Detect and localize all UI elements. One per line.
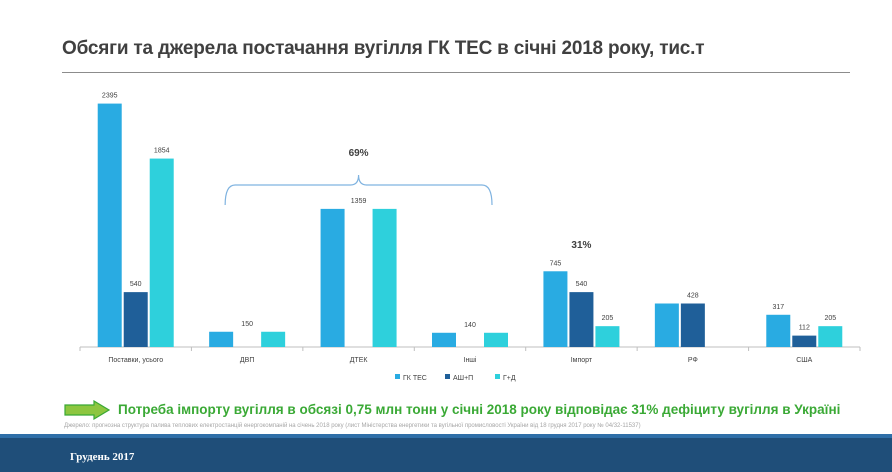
bar-АШ+П	[792, 335, 817, 347]
bar-Г+Д	[149, 158, 174, 347]
share-annotation: 31%	[571, 240, 591, 251]
x-tick-label: Інші	[464, 356, 477, 364]
bar-Г+Д	[595, 326, 620, 347]
title-divider	[62, 72, 850, 73]
bar-chart: Поставки, усього ДВП ДТЕК Інші Імпорт РФ США 23…	[79, 93, 861, 382]
data-label: 540	[576, 281, 588, 288]
bracket	[224, 174, 493, 206]
bar-Г+Д	[484, 332, 508, 347]
bar-ГК ТЕС	[97, 103, 122, 347]
conclusion-note: Потреба імпорту вугілля в обсязі 0,75 мл…	[118, 402, 841, 417]
data-label: 317	[772, 304, 784, 311]
share-annotation: 69%	[349, 148, 369, 159]
x-tick-label: Імпорт	[571, 357, 593, 364]
footer-bar: Грудень 2017	[0, 438, 892, 472]
data-label: 112	[799, 325, 810, 332]
data-label: 150	[241, 321, 253, 328]
bar-ГК ТЕС	[766, 314, 791, 347]
data-label: 745	[550, 260, 562, 267]
bar-АШ+П	[680, 303, 705, 347]
bar-ГК ТЕС	[209, 331, 234, 347]
x-tick-label: ДТЕК	[350, 357, 369, 364]
source-note: Джерело: прогнозна структура палива тепл…	[64, 423, 641, 429]
bar-АШ+П	[123, 292, 148, 347]
data-label: 140	[464, 322, 476, 329]
legend-swatch	[445, 374, 450, 379]
bar-ГК ТЕС	[543, 271, 568, 347]
data-label: 205	[602, 315, 614, 322]
page-title: Обсяги та джерела постачання вугілля ГК …	[62, 38, 705, 59]
legend-swatch	[395, 374, 400, 379]
bar-Г+Д	[372, 208, 397, 347]
legend-label: АШ+П	[453, 375, 473, 382]
bar-ГК ТЕС	[320, 208, 345, 347]
x-tick-label: РФ	[688, 357, 698, 364]
data-label: 2395	[102, 93, 118, 100]
green-arrow-icon	[64, 400, 110, 420]
legend-label: Г+Д	[503, 375, 516, 382]
bar-ГК ТЕС	[654, 303, 679, 347]
footer-accent-bar	[0, 434, 892, 438]
legend-swatch	[495, 374, 500, 379]
x-tick-label: Поставки, усього	[108, 357, 163, 364]
x-tick-label: ДВП	[240, 357, 254, 364]
data-label: 1359	[351, 198, 367, 205]
legend-label: ГК ТЕС	[403, 375, 427, 382]
bar-Г+Д	[261, 331, 286, 347]
data-label: 205	[824, 315, 836, 322]
footer-date: Грудень 2017	[70, 451, 135, 463]
bar-ГК ТЕС	[432, 332, 456, 347]
bar-Г+Д	[818, 326, 843, 347]
data-label: 1854	[154, 148, 170, 155]
bar-АШ+П	[569, 292, 594, 347]
x-tick-label: США	[796, 357, 812, 364]
data-label: 428	[687, 293, 699, 300]
data-label: 540	[130, 281, 142, 288]
